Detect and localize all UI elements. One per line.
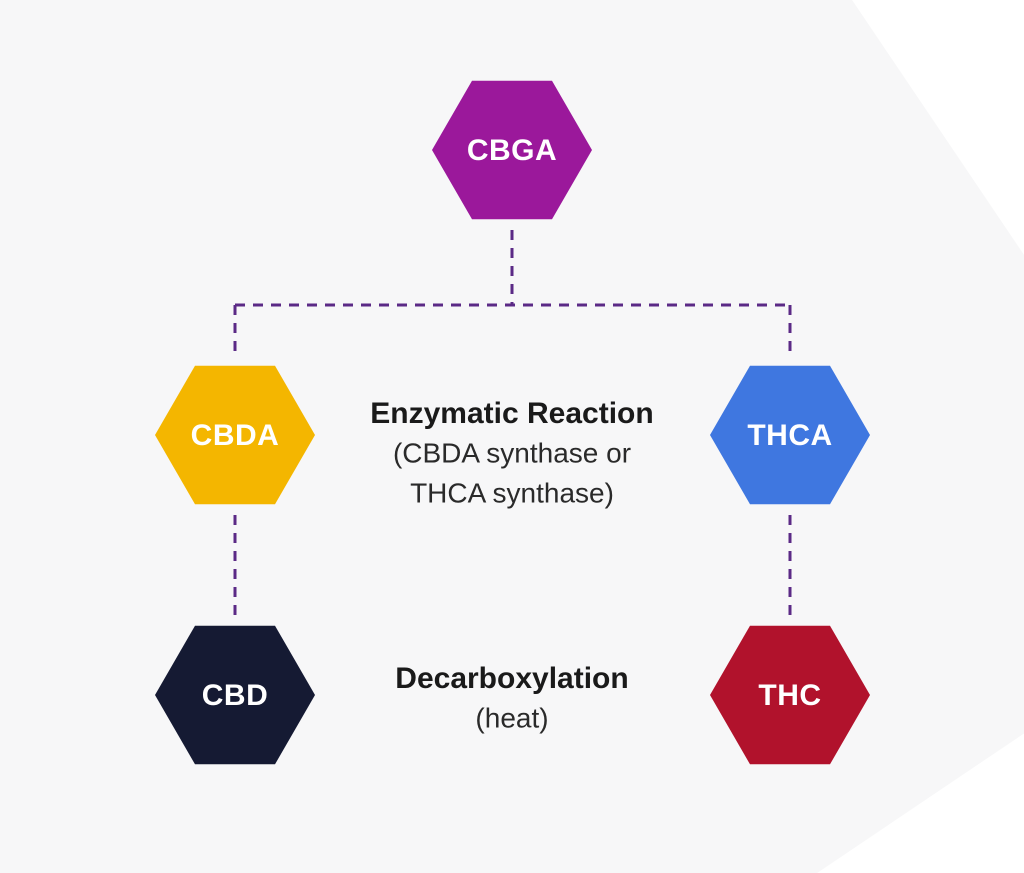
annotation-decarb-line2: (heat) [475,702,548,733]
annotation-enzymatic-line3: THCA synthase) [410,477,614,508]
node-thc: THC [710,626,870,765]
node-cbd: CBD [155,626,315,765]
annotation-decarb-title: Decarboxylation [395,662,628,695]
diagram-stage: CBGA CBDA THCA CBD THC Enzymatic Reaction (CBD… [0,0,1024,873]
annotation-enzymatic-line2: (CBDA synthase or [393,437,631,468]
node-label-cbga: CBGA [467,134,557,167]
cannabinoid-pathway-diagram: CBGA CBDA THCA CBD THC Enzymatic Reaction (CBD… [0,0,1024,873]
node-label-cbd: CBD [202,679,269,712]
node-cbda: CBDA [155,366,315,505]
node-label-thc: THC [758,679,821,712]
node-cbga: CBGA [432,81,592,220]
node-label-cbda: CBDA [191,419,280,452]
node-thca: THCA [710,366,870,505]
annotation-enzymatic-title: Enzymatic Reaction [370,397,653,430]
node-label-thca: THCA [747,419,832,452]
